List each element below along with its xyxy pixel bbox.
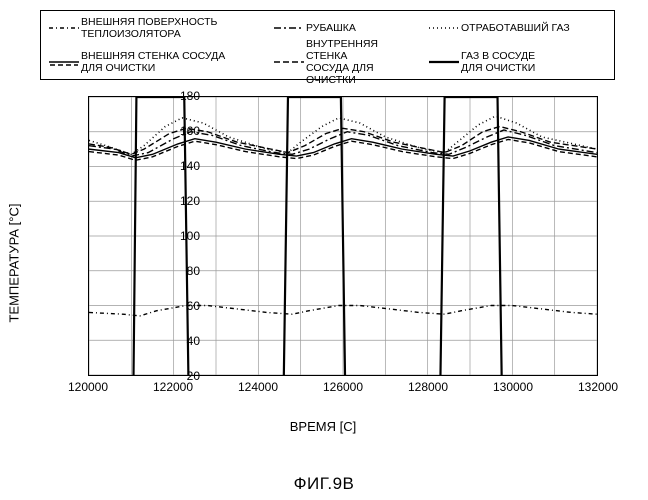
legend: ВНЕШНЯЯ ПОВЕРХНОСТЬ ТЕПЛОИЗОЛЯТОРА РУБАШ… bbox=[40, 10, 615, 80]
chart: ТЕМПЕРАТУРА [°C] 20406080100120140160180… bbox=[8, 88, 638, 438]
legend-label: РУБАШКА bbox=[306, 22, 356, 34]
y-tick: 160 bbox=[164, 124, 200, 138]
x-tick: 132000 bbox=[578, 380, 618, 394]
y-axis-label: ТЕМПЕРАТУРА [°C] bbox=[7, 203, 22, 322]
y-tick: 60 bbox=[164, 299, 200, 313]
y-tick: 100 bbox=[164, 229, 200, 243]
outer-wall-swatch bbox=[47, 54, 81, 70]
legend-item-jacket: РУБАШКА bbox=[266, 20, 421, 36]
y-tick: 120 bbox=[164, 194, 200, 208]
legend-item-gas-in-vessel: ГАЗ В СОСУДЕ ДЛЯ ОЧИСТКИ bbox=[421, 50, 614, 74]
gas-in-vessel-swatch bbox=[427, 54, 461, 70]
x-tick: 128000 bbox=[408, 380, 448, 394]
x-axis-label: ВРЕМЯ [C] bbox=[290, 419, 356, 434]
exhaust-swatch bbox=[427, 20, 461, 36]
x-tick: 122000 bbox=[153, 380, 193, 394]
x-tick: 130000 bbox=[493, 380, 533, 394]
outer-insulator-swatch bbox=[47, 20, 81, 36]
y-tick: 80 bbox=[164, 264, 200, 278]
jacket-swatch bbox=[272, 20, 306, 36]
x-tick: 120000 bbox=[68, 380, 108, 394]
legend-label: ОТРАБОТАВШИЙ ГАЗ bbox=[461, 22, 570, 34]
legend-label: ВНЕШНЯЯ ПОВЕРХНОСТЬ ТЕПЛОИЗОЛЯТОРА bbox=[81, 16, 217, 40]
figure-9b: ВНЕШНЯЯ ПОВЕРХНОСТЬ ТЕПЛОИЗОЛЯТОРА РУБАШ… bbox=[0, 0, 648, 500]
legend-label: ВНЕШНЯЯ СТЕНКА СОСУДА ДЛЯ ОЧИСТКИ bbox=[81, 50, 225, 74]
legend-item-outer-wall: ВНЕШНЯЯ СТЕНКА СОСУДА ДЛЯ ОЧИСТКИ bbox=[41, 50, 266, 74]
y-tick: 40 bbox=[164, 334, 200, 348]
legend-item-outer-insulator: ВНЕШНЯЯ ПОВЕРХНОСТЬ ТЕПЛОИЗОЛЯТОРА bbox=[41, 16, 266, 40]
y-tick: 180 bbox=[164, 89, 200, 103]
legend-item-exhaust: ОТРАБОТАВШИЙ ГАЗ bbox=[421, 20, 614, 36]
figure-label: ФИГ.9B bbox=[294, 474, 355, 494]
legend-item-inner-wall: ВНУТРЕННЯЯ СТЕНКА СОСУДА ДЛЯ ОЧИСТКИ bbox=[266, 38, 421, 86]
x-tick: 126000 bbox=[323, 380, 363, 394]
inner-wall-swatch bbox=[272, 54, 306, 70]
x-tick: 124000 bbox=[238, 380, 278, 394]
legend-label: ГАЗ В СОСУДЕ ДЛЯ ОЧИСТКИ bbox=[461, 50, 535, 74]
y-tick: 140 bbox=[164, 159, 200, 173]
legend-label: ВНУТРЕННЯЯ СТЕНКА СОСУДА ДЛЯ ОЧИСТКИ bbox=[306, 38, 415, 86]
